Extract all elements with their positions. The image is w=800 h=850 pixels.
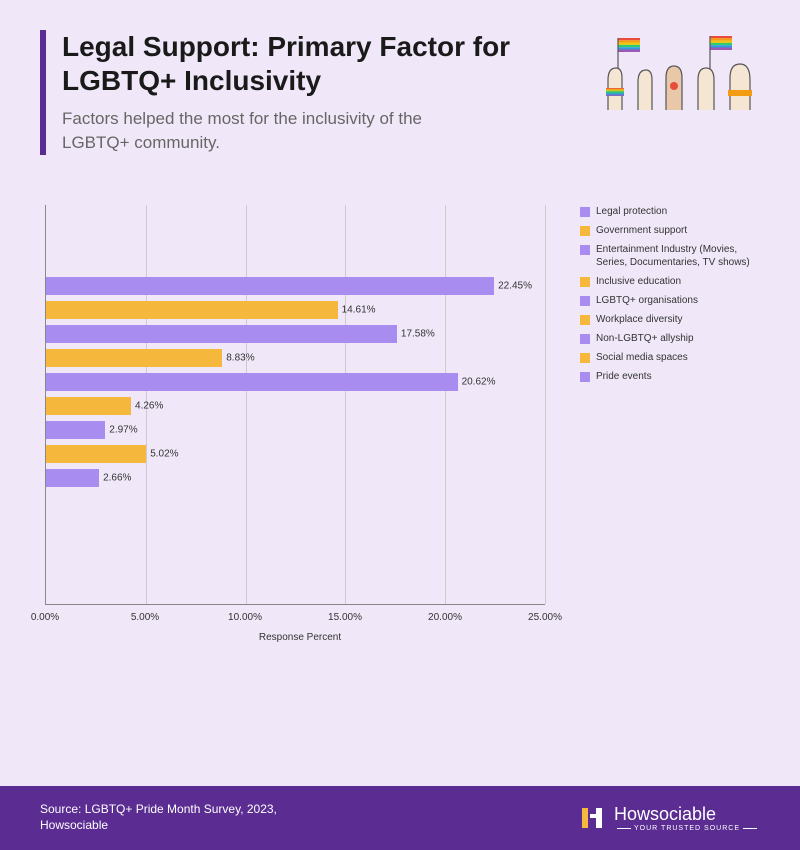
gridline [445, 205, 446, 604]
legend-swatch [580, 315, 590, 325]
legend: Legal protection Government support Entert… [580, 205, 760, 645]
x-tick-label: 10.00% [228, 612, 262, 623]
chart-area: 22.45% 14.61% 17.58% 8.83% 20.62% 4.26% 2.97% 5… [40, 205, 760, 645]
legend-label: Legal protection [596, 205, 667, 218]
bar-value-label: 8.83% [226, 352, 254, 363]
bar: 17.58% [46, 325, 397, 343]
bar-value-label: 20.62% [462, 376, 496, 387]
bar-value-label: 2.97% [109, 424, 137, 435]
legend-swatch [580, 372, 590, 382]
footer: Source: LGBTQ+ Pride Month Survey, 2023,… [0, 786, 800, 850]
pride-hands-icon [600, 30, 760, 110]
bar: 4.26% [46, 397, 131, 415]
x-tick-label: 20.00% [428, 612, 462, 623]
legend-label: Inclusive education [596, 275, 681, 288]
x-tick-label: 5.00% [131, 612, 159, 623]
gridline [545, 205, 546, 604]
legend-swatch [580, 207, 590, 217]
bar: 22.45% [46, 277, 494, 295]
legend-item: Social media spaces [580, 351, 760, 364]
legend-label: Government support [596, 224, 687, 237]
brand: Howsociable YOUR TRUSTED SOURCE [578, 804, 760, 832]
bar-value-label: 17.58% [401, 328, 435, 339]
bar-value-label: 4.26% [135, 400, 163, 411]
legend-item: Government support [580, 224, 760, 237]
legend-swatch [580, 226, 590, 236]
legend-item: Entertainment Industry (Movies, Series, … [580, 243, 760, 269]
legend-swatch [580, 334, 590, 344]
header: Legal Support: Primary Factor for LGBTQ+… [40, 30, 760, 155]
bar: 8.83% [46, 349, 222, 367]
x-tick-label: 15.00% [328, 612, 362, 623]
page-title: Legal Support: Primary Factor for LGBTQ+… [62, 30, 584, 97]
legend-label: LGBTQ+ organisations [596, 294, 698, 307]
bar: 2.97% [46, 421, 105, 439]
legend-item: Inclusive education [580, 275, 760, 288]
brand-logo-icon [578, 804, 606, 832]
legend-swatch [580, 245, 590, 255]
legend-label: Pride events [596, 370, 652, 383]
accent-bar [40, 30, 46, 155]
legend-item: Workplace diversity [580, 313, 760, 326]
bar-chart: 22.45% 14.61% 17.58% 8.83% 20.62% 4.26% 2.97% 5… [40, 205, 560, 645]
main-container: Legal Support: Primary Factor for LGBTQ+… [0, 0, 800, 645]
bar: 2.66% [46, 469, 99, 487]
bar-value-label: 5.02% [150, 448, 178, 459]
gridline [345, 205, 346, 604]
brand-tagline: YOUR TRUSTED SOURCE [614, 825, 760, 832]
x-tick-label: 0.00% [31, 612, 59, 623]
bar: 5.02% [46, 445, 146, 463]
legend-label: Social media spaces [596, 351, 688, 364]
bar-value-label: 2.66% [103, 472, 131, 483]
bar: 14.61% [46, 301, 338, 319]
source-text: Source: LGBTQ+ Pride Month Survey, 2023,… [40, 802, 320, 833]
brand-text: Howsociable YOUR TRUSTED SOURCE [614, 804, 760, 832]
legend-label: Workplace diversity [596, 313, 683, 326]
header-text: Legal Support: Primary Factor for LGBTQ+… [62, 30, 584, 155]
legend-label: Non-LGBTQ+ allyship [596, 332, 694, 345]
legend-item: Legal protection [580, 205, 760, 218]
bar: 20.62% [46, 373, 458, 391]
legend-swatch [580, 296, 590, 306]
legend-label: Entertainment Industry (Movies, Series, … [596, 243, 760, 269]
page-subtitle: Factors helped the most for the inclusiv… [62, 107, 482, 155]
legend-item: Pride events [580, 370, 760, 383]
legend-swatch [580, 353, 590, 363]
legend-swatch [580, 277, 590, 287]
plot-inner: 22.45% 14.61% 17.58% 8.83% 20.62% 4.26% 2.97% 5… [45, 205, 545, 605]
brand-name: Howsociable [614, 804, 716, 824]
bar-value-label: 22.45% [498, 280, 532, 291]
x-tick-label: 25.00% [528, 612, 562, 623]
x-axis-label: Response Percent [259, 632, 341, 643]
bar-value-label: 14.61% [342, 304, 376, 315]
legend-item: LGBTQ+ organisations [580, 294, 760, 307]
gridline [246, 205, 247, 604]
legend-item: Non-LGBTQ+ allyship [580, 332, 760, 345]
